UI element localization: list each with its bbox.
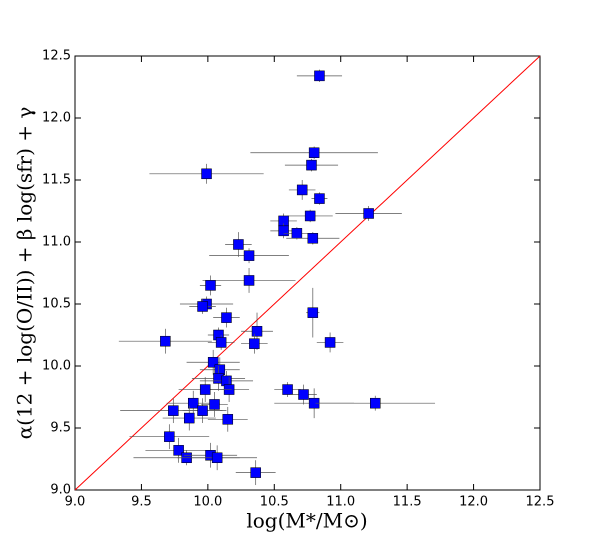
point xyxy=(173,445,184,456)
point xyxy=(222,414,234,425)
point xyxy=(307,307,319,318)
point xyxy=(250,467,261,478)
point xyxy=(282,384,293,395)
point xyxy=(324,337,336,348)
x-tick-label: 11.0 xyxy=(326,495,355,510)
y-tick-label: 12.0 xyxy=(42,111,71,126)
point xyxy=(243,250,255,261)
x-tick-label: 9.5 xyxy=(131,495,152,510)
point xyxy=(197,405,208,416)
point xyxy=(215,337,227,348)
point xyxy=(304,210,316,222)
y-tick-label: 9.5 xyxy=(50,421,71,436)
y-tick-label: 11.5 xyxy=(42,173,71,188)
point xyxy=(209,399,220,410)
x-axis-label: log(M*/M⊙) xyxy=(246,509,367,533)
point xyxy=(291,228,303,239)
y-tick-label: 9.0 xyxy=(50,483,71,498)
point xyxy=(363,208,374,219)
x-tick-label: 11.5 xyxy=(393,495,422,510)
point xyxy=(199,384,211,395)
point xyxy=(221,312,232,323)
point xyxy=(211,452,223,464)
point xyxy=(314,193,325,204)
point xyxy=(298,389,309,400)
point xyxy=(251,326,263,337)
point xyxy=(160,335,171,347)
y-tick-label: 10.0 xyxy=(42,359,71,374)
point xyxy=(205,280,216,291)
point xyxy=(314,70,325,82)
y-axis-label: α(12 + log(O/II)) + β log(sfr) + γ xyxy=(13,107,37,440)
x-tick-label: 10.0 xyxy=(193,495,222,510)
x-tick-label: 9.0 xyxy=(65,495,86,510)
y-tick-label: 12.5 xyxy=(42,49,71,64)
point xyxy=(278,225,289,237)
x-tick-label: 10.5 xyxy=(260,495,289,510)
plot-frame xyxy=(74,55,541,491)
point xyxy=(207,357,219,368)
one-to-one-line xyxy=(74,55,541,491)
point xyxy=(308,147,320,158)
point xyxy=(187,397,199,409)
point xyxy=(197,301,208,312)
point xyxy=(184,412,195,424)
x-tick-label: 12.5 xyxy=(526,495,555,510)
point xyxy=(168,405,179,416)
point xyxy=(296,184,308,196)
point xyxy=(249,338,260,349)
point xyxy=(233,239,244,250)
point xyxy=(243,275,255,286)
x-tick-label: 12.0 xyxy=(459,495,488,510)
point xyxy=(306,159,317,171)
point xyxy=(164,431,175,442)
point xyxy=(307,233,319,244)
y-tick-label: 10.5 xyxy=(42,297,71,312)
point xyxy=(370,397,381,409)
point xyxy=(201,168,212,180)
y-tick-label: 11.0 xyxy=(42,235,71,250)
